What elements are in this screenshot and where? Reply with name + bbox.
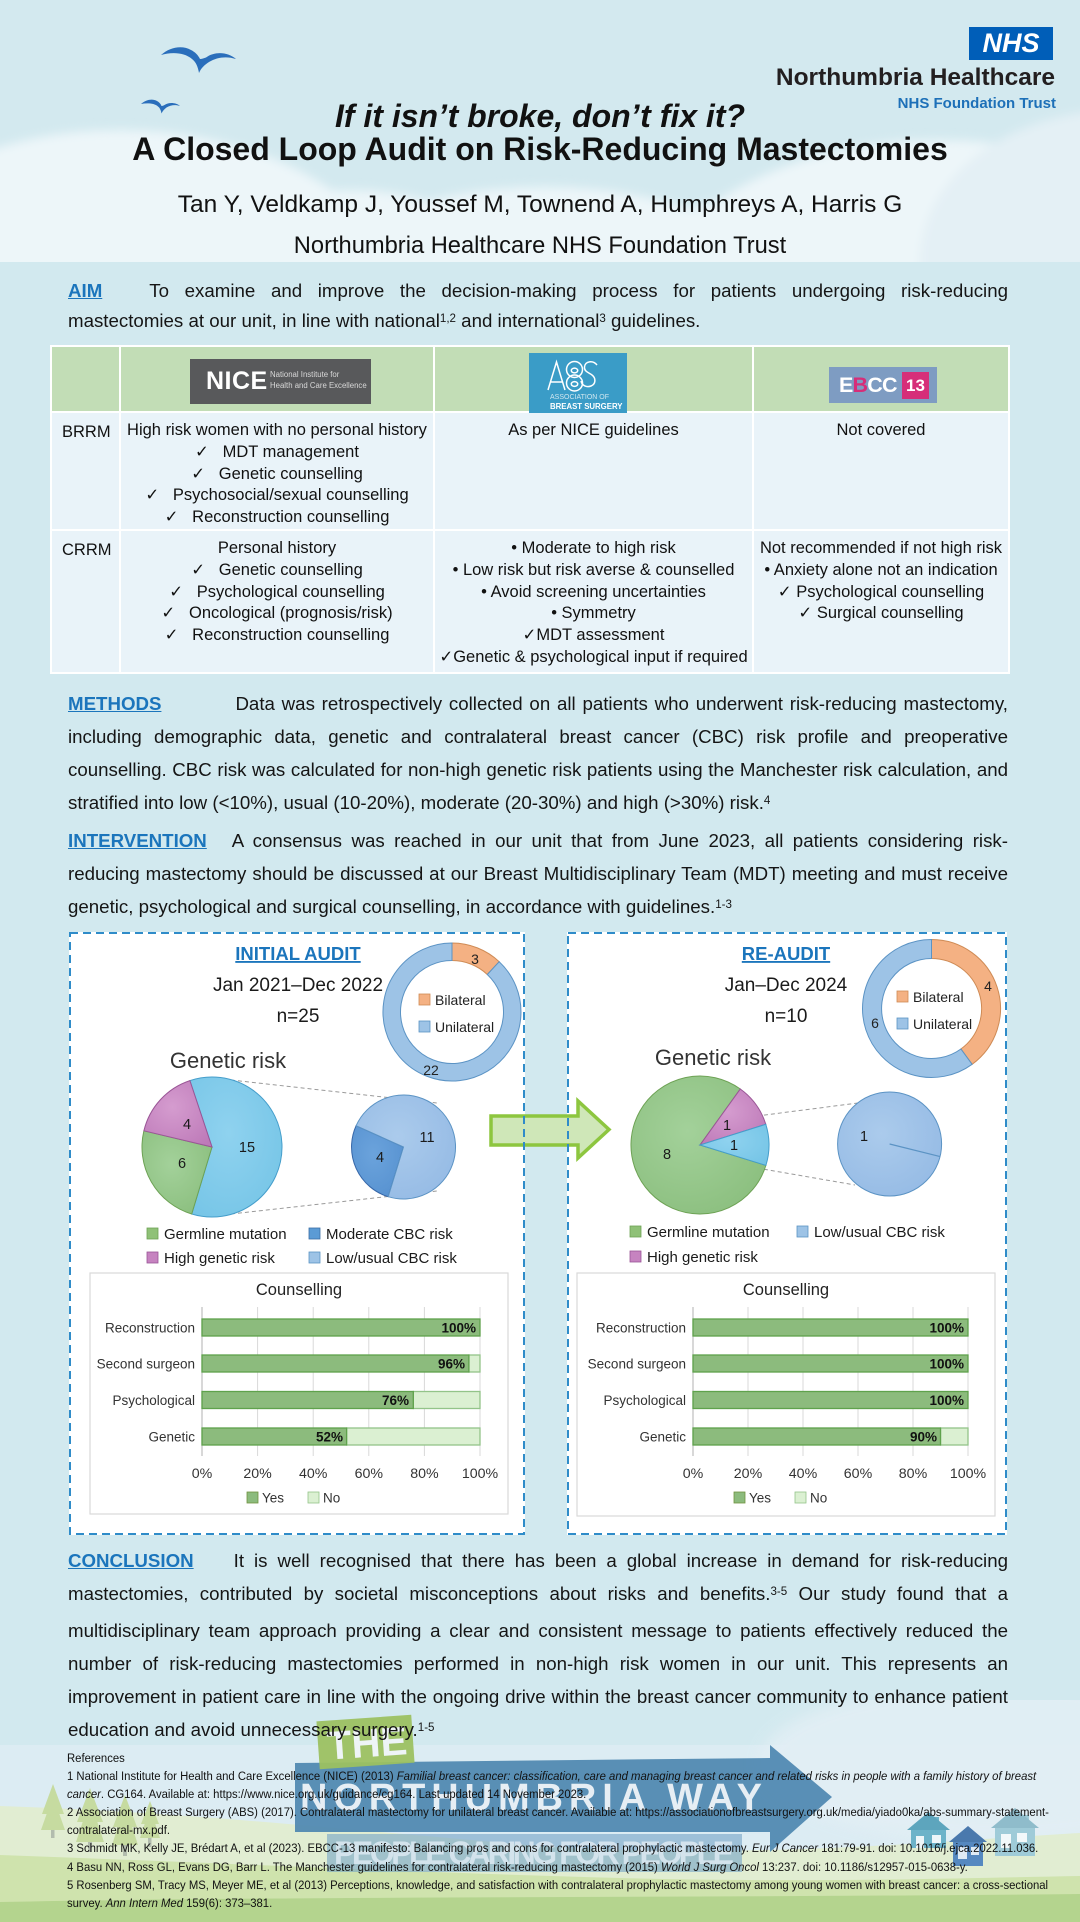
svg-text:4: 4 — [183, 1117, 191, 1133]
svg-text:100%: 100% — [929, 1321, 964, 1336]
svg-text:Counselling: Counselling — [256, 1281, 342, 1299]
svg-text:THE: THE — [326, 1719, 409, 1768]
svg-text:Yes: Yes — [749, 1491, 771, 1506]
svg-text:Psychological: Psychological — [603, 1393, 686, 1408]
svg-text:Jan–Dec 2024: Jan–Dec 2024 — [725, 975, 848, 996]
svg-text:Low/usual CBC risk: Low/usual CBC risk — [814, 1224, 945, 1241]
svg-text:High genetic risk: High genetic risk — [164, 1250, 275, 1267]
svg-text:Second surgeon: Second surgeon — [97, 1357, 195, 1372]
svg-text:80%: 80% — [899, 1466, 928, 1482]
svg-text:76%: 76% — [382, 1393, 409, 1408]
svg-text:PEOPLE CARING FOR PEOPLE: PEOPLE CARING FOR PEOPLE — [334, 1835, 734, 1871]
svg-text:100%: 100% — [441, 1321, 476, 1336]
svg-text:High genetic risk: High genetic risk — [647, 1249, 758, 1266]
svg-text:60%: 60% — [844, 1466, 873, 1482]
svg-text:22: 22 — [423, 1062, 439, 1078]
svg-text:Unilateral: Unilateral — [435, 1019, 494, 1035]
svg-text:0%: 0% — [683, 1466, 704, 1482]
svg-text:6: 6 — [871, 1015, 879, 1031]
svg-text:Germline mutation: Germline mutation — [164, 1226, 287, 1243]
svg-text:8: 8 — [663, 1147, 671, 1163]
svg-text:1: 1 — [860, 1129, 868, 1145]
svg-text:80%: 80% — [410, 1466, 439, 1482]
svg-text:40%: 40% — [299, 1466, 328, 1482]
svg-text:11: 11 — [419, 1130, 434, 1146]
svg-text:20%: 20% — [243, 1466, 272, 1482]
svg-text:Genetic risk: Genetic risk — [170, 1048, 287, 1073]
svg-text:No: No — [323, 1491, 340, 1506]
svg-text:BREAST SURGERY: BREAST SURGERY — [550, 402, 623, 411]
svg-text:Low/usual CBC risk: Low/usual CBC risk — [326, 1250, 457, 1267]
svg-text:Genetic risk: Genetic risk — [655, 1045, 772, 1070]
svg-text:Second surgeon: Second surgeon — [588, 1357, 686, 1372]
svg-text:15: 15 — [239, 1140, 255, 1156]
svg-text:Reconstruction: Reconstruction — [105, 1321, 195, 1336]
svg-text:6: 6 — [178, 1156, 186, 1172]
svg-text:No: No — [810, 1491, 827, 1506]
svg-text:60%: 60% — [355, 1466, 384, 1482]
svg-text:20%: 20% — [734, 1466, 763, 1482]
svg-text:Genetic: Genetic — [148, 1430, 195, 1445]
svg-text:3: 3 — [471, 951, 479, 967]
svg-text:ASSOCIATION OF: ASSOCIATION OF — [550, 394, 609, 401]
svg-text:n=10: n=10 — [765, 1006, 808, 1027]
svg-text:0%: 0% — [192, 1466, 213, 1482]
svg-text:Reconstruction: Reconstruction — [596, 1321, 686, 1336]
svg-text:Bilateral: Bilateral — [913, 989, 964, 1005]
svg-text:96%: 96% — [438, 1357, 465, 1372]
svg-text:Jan 2021–Dec 2022: Jan 2021–Dec 2022 — [213, 975, 383, 996]
svg-text:Genetic: Genetic — [639, 1430, 686, 1445]
svg-text:Psychological: Psychological — [112, 1393, 195, 1408]
svg-text:1: 1 — [730, 1138, 738, 1154]
svg-text:Counselling: Counselling — [743, 1281, 829, 1299]
svg-text:90%: 90% — [910, 1430, 937, 1445]
svg-text:40%: 40% — [789, 1466, 818, 1482]
svg-text:1: 1 — [723, 1118, 731, 1134]
svg-text:100%: 100% — [950, 1466, 987, 1482]
svg-text:RE-AUDIT: RE-AUDIT — [742, 943, 831, 964]
svg-text:4: 4 — [376, 1150, 384, 1166]
svg-text:Germline mutation: Germline mutation — [647, 1224, 770, 1241]
svg-text:n=25: n=25 — [277, 1006, 320, 1027]
svg-text:Yes: Yes — [262, 1491, 284, 1506]
svg-text:100%: 100% — [462, 1466, 499, 1482]
svg-text:4: 4 — [984, 978, 992, 994]
svg-text:52%: 52% — [316, 1430, 343, 1445]
svg-text:100%: 100% — [929, 1393, 964, 1408]
svg-text:Moderate CBC risk: Moderate CBC risk — [326, 1226, 453, 1243]
svg-text:INITIAL AUDIT: INITIAL AUDIT — [235, 943, 361, 964]
svg-text:Bilateral: Bilateral — [435, 992, 486, 1008]
svg-text:100%: 100% — [929, 1357, 964, 1372]
svg-text:Unilateral: Unilateral — [913, 1016, 972, 1032]
